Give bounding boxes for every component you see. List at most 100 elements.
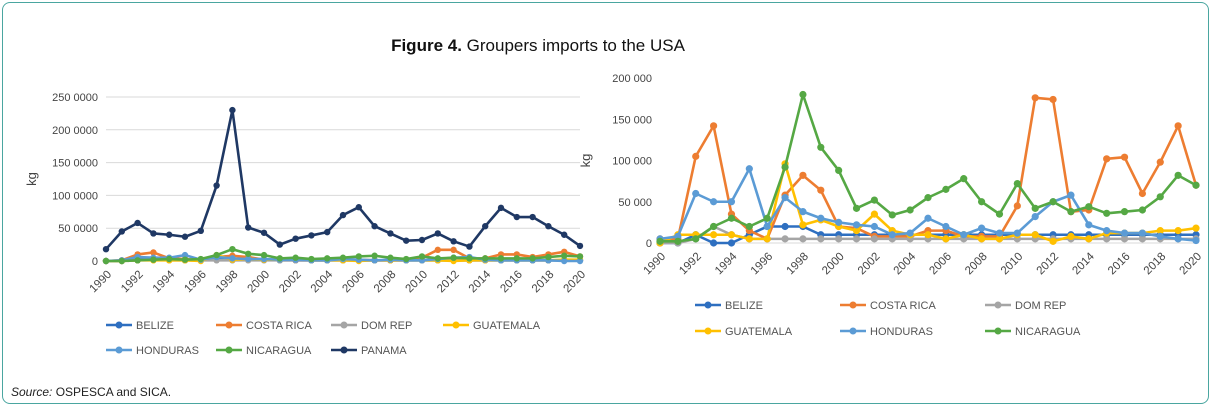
x-tick-label-1-1: 1992 bbox=[677, 251, 704, 278]
data-point-0-6-27 bbox=[529, 213, 536, 221]
y-tick-label-0-5: 250 0000 bbox=[52, 92, 98, 104]
data-point-1-3-21 bbox=[1031, 231, 1039, 239]
data-point-1-1-26 bbox=[1120, 153, 1129, 161]
data-point-0-5-27 bbox=[529, 255, 536, 262]
x-tick-label-0-2: 1994 bbox=[151, 268, 178, 295]
data-point-0-5-23 bbox=[466, 255, 473, 262]
x-tick-label-0-12: 2014 bbox=[467, 268, 494, 295]
series-1-honduras bbox=[656, 165, 1200, 245]
data-point-0-6-9 bbox=[245, 224, 252, 231]
data-point-0-6-15 bbox=[339, 211, 347, 219]
x-tick-label-1-9: 2008 bbox=[963, 251, 990, 278]
data-point-0-5-15 bbox=[339, 254, 347, 261]
data-point-1-4-1 bbox=[674, 232, 682, 240]
data-point-1-5-3 bbox=[710, 222, 718, 231]
legend-label-1-0-2: DOM REP bbox=[1015, 300, 1066, 312]
data-point-1-4-3 bbox=[710, 198, 718, 206]
data-point-1-1-20 bbox=[1013, 202, 1021, 210]
data-point-1-3-18 bbox=[978, 235, 986, 243]
data-point-1-3-28 bbox=[1156, 227, 1164, 235]
data-point-0-5-0 bbox=[102, 257, 110, 265]
data-point-1-4-20 bbox=[1013, 229, 1021, 237]
data-point-0-6-4 bbox=[166, 231, 173, 238]
data-point-0-5-8 bbox=[229, 245, 236, 253]
data-point-0-6-21 bbox=[434, 230, 441, 237]
legend-label-1-1-1: HONDURAS bbox=[870, 326, 933, 338]
data-point-1-5-14 bbox=[906, 206, 914, 214]
data-point-1-0-7 bbox=[781, 222, 789, 231]
x-tick-label-0-1: 1992 bbox=[119, 269, 146, 296]
data-point-0-6-11 bbox=[276, 241, 283, 248]
data-point-0-6-26 bbox=[513, 213, 520, 221]
data-point-1-4-18 bbox=[978, 224, 986, 232]
data-point-1-3-8 bbox=[799, 221, 807, 229]
legend-swatch-marker-0-0-1 bbox=[225, 321, 233, 329]
legend-swatch-marker-1-0-0 bbox=[704, 301, 712, 309]
data-point-1-4-25 bbox=[1103, 227, 1111, 235]
data-point-1-4-13 bbox=[888, 231, 896, 239]
figure-label: Figure 4. bbox=[391, 36, 462, 55]
data-point-1-5-30 bbox=[1192, 181, 1200, 189]
data-point-1-3-6 bbox=[763, 235, 771, 243]
data-point-1-2-7 bbox=[781, 235, 789, 243]
x-tick-label-0-7: 2004 bbox=[309, 268, 336, 295]
data-point-0-5-21 bbox=[434, 255, 441, 262]
data-point-1-4-28 bbox=[1156, 232, 1164, 240]
data-point-1-3-3 bbox=[710, 231, 718, 239]
legend-label-1-0-1: COSTA RICA bbox=[870, 300, 936, 312]
data-point-1-5-9 bbox=[817, 143, 825, 151]
legend-label-0-1-0: HONDURAS bbox=[136, 345, 199, 357]
x-tick-label-1-5: 2000 bbox=[820, 251, 847, 278]
x-tick-label-1-4: 1998 bbox=[784, 251, 811, 278]
y-tick-label-1-4: 200 000 bbox=[612, 73, 652, 85]
data-point-0-6-20 bbox=[418, 236, 426, 244]
data-point-0-4-30 bbox=[576, 257, 584, 265]
data-point-1-5-17 bbox=[960, 175, 968, 183]
data-point-1-5-8 bbox=[799, 90, 807, 99]
data-point-0-5-10 bbox=[260, 251, 268, 259]
series-0-panama bbox=[102, 106, 584, 253]
data-point-1-0-4 bbox=[727, 239, 736, 247]
data-point-0-6-1 bbox=[118, 228, 126, 235]
legend-swatch-marker-0-0-3 bbox=[452, 321, 460, 329]
data-point-0-5-18 bbox=[387, 254, 394, 261]
legend-label-0-1-1: NICARAGUA bbox=[246, 345, 312, 357]
data-point-0-6-25 bbox=[497, 204, 505, 212]
data-point-0-1-3 bbox=[150, 249, 157, 256]
data-point-1-5-13 bbox=[888, 211, 896, 219]
data-point-1-3-16 bbox=[942, 235, 950, 243]
series-1-guatemala bbox=[656, 160, 1200, 247]
legend-swatch-marker-0-0-2 bbox=[340, 321, 348, 329]
data-point-0-1-22 bbox=[450, 246, 457, 254]
data-point-1-5-24 bbox=[1085, 203, 1093, 211]
data-point-1-5-23 bbox=[1067, 208, 1075, 216]
data-point-1-4-5 bbox=[745, 165, 753, 173]
data-point-1-5-2 bbox=[692, 235, 700, 243]
x-tick-label-1-8: 2006 bbox=[927, 251, 954, 278]
y-axis-label-1: kg bbox=[578, 154, 593, 168]
x-tick-label-0-10: 2010 bbox=[404, 269, 431, 296]
data-point-1-5-12 bbox=[870, 196, 879, 204]
data-point-1-3-12 bbox=[870, 210, 879, 218]
legend-label-1-1-0: GUATEMALA bbox=[725, 326, 793, 338]
data-point-1-3-24 bbox=[1085, 235, 1093, 243]
data-point-1-5-7 bbox=[781, 163, 789, 171]
series-0-nicaragua bbox=[102, 245, 584, 265]
data-point-1-5-5 bbox=[745, 222, 753, 231]
data-point-0-5-16 bbox=[355, 253, 362, 260]
data-point-1-2-27 bbox=[1138, 235, 1146, 243]
x-tick-label-0-11: 2012 bbox=[435, 269, 462, 296]
x-tick-label-1-2: 1994 bbox=[713, 250, 740, 277]
data-point-1-5-1 bbox=[674, 237, 682, 245]
y-tick-label-0-4: 200 0000 bbox=[52, 125, 98, 137]
data-point-1-4-19 bbox=[995, 229, 1004, 237]
figure-title-text: Groupers imports to the USA bbox=[461, 36, 685, 55]
data-point-1-3-30 bbox=[1192, 224, 1200, 232]
data-point-0-6-24 bbox=[482, 223, 489, 230]
data-point-0-4-5 bbox=[181, 251, 189, 259]
data-point-1-1-25 bbox=[1103, 155, 1111, 163]
data-point-0-5-29 bbox=[561, 252, 568, 259]
legend-swatch-marker-0-1-0 bbox=[115, 346, 123, 354]
data-point-1-4-30 bbox=[1192, 236, 1200, 245]
